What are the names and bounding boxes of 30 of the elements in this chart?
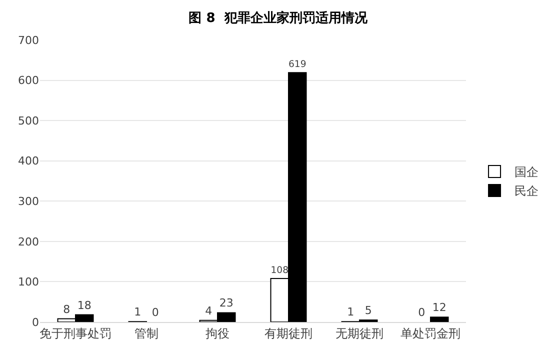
x-tick-label: 单处罚金刑	[400, 326, 460, 340]
y-tick-label: 0	[32, 316, 39, 329]
data-label: 18	[77, 298, 92, 312]
y-tick-label: 300	[18, 194, 39, 208]
data-label: 619	[288, 59, 306, 70]
chart-title: 图 8 犯罪企业家刑罚适用情况	[188, 10, 368, 26]
data-label: 0	[418, 306, 426, 319]
data-label: 108	[270, 264, 289, 276]
x-tick-label: 无期徒刑	[336, 326, 384, 340]
y-tick-label: 600	[18, 74, 39, 88]
y-tick-label: 400	[18, 154, 39, 168]
bar	[430, 316, 449, 322]
data-label: 4	[205, 304, 212, 318]
data-label: 5	[364, 304, 372, 317]
y-tick-label: 500	[18, 114, 39, 128]
x-tick-label: 有期徒刑	[264, 326, 312, 340]
data-label: 23	[219, 296, 234, 310]
data-label: 8	[63, 302, 70, 316]
x-tick-label: 拘役	[206, 326, 230, 340]
y-tick-label: 700	[18, 34, 39, 47]
legend-label: 国企	[514, 165, 539, 180]
y-tick-label: 100	[18, 276, 39, 289]
legend-label: 民企	[514, 184, 539, 198]
x-tick-label: 免于刑事处罚	[40, 326, 112, 340]
data-label: 1	[347, 306, 354, 319]
y-tick-label: 200	[18, 235, 39, 248]
data-label: 1	[134, 306, 142, 319]
x-tick-label: 管制	[134, 326, 158, 340]
data-label: 0	[152, 306, 159, 319]
data-label: 12	[432, 301, 446, 314]
